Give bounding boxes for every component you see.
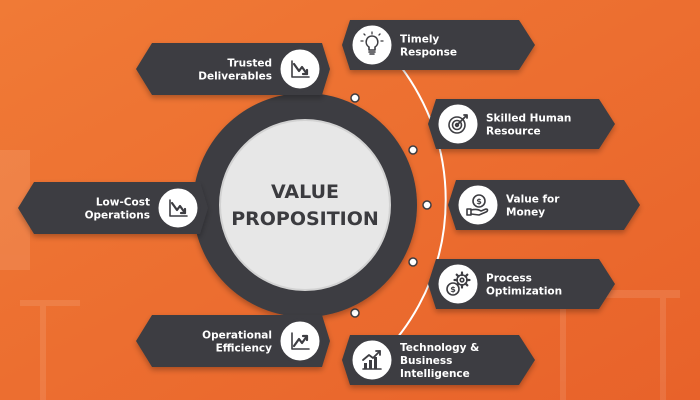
connector-dots bbox=[350, 93, 432, 318]
connector-dot bbox=[350, 93, 360, 103]
connector-dot bbox=[350, 308, 360, 318]
item-label-line: Process bbox=[486, 273, 532, 285]
target-icon bbox=[448, 114, 468, 134]
gear-dollar-icon: $ bbox=[446, 271, 471, 296]
connector-dot bbox=[408, 257, 418, 267]
item-label-line: Resource bbox=[486, 126, 541, 138]
item-label-line: Skilled Human bbox=[486, 113, 571, 125]
lightbulb-icon bbox=[360, 31, 384, 55]
item-label-line: Low-Cost bbox=[96, 197, 150, 209]
item-label-line: Operational bbox=[202, 330, 272, 342]
item-label-line: Money bbox=[506, 207, 545, 219]
growth-chart-icon bbox=[362, 350, 382, 370]
icon-badge bbox=[349, 22, 395, 68]
item-pill bbox=[136, 43, 330, 95]
center-title-line2: PROPOSITION bbox=[231, 208, 379, 230]
trend-down-icon bbox=[169, 199, 188, 217]
item-label-line: Deliverables bbox=[198, 71, 272, 83]
svg-text:$: $ bbox=[476, 197, 482, 206]
item-pill bbox=[136, 315, 330, 367]
item-label-line: Value for bbox=[506, 194, 560, 206]
item-label-line: Technology & bbox=[400, 342, 479, 354]
trend-up-icon bbox=[291, 332, 310, 350]
item-label-line: Intelligence bbox=[400, 368, 470, 380]
connector-dot bbox=[422, 200, 432, 210]
money-hand-icon: $ bbox=[466, 194, 489, 216]
item-label-line: Operations bbox=[85, 210, 150, 222]
item-label-line: Optimization bbox=[486, 286, 562, 298]
center-title-line1: VALUE bbox=[271, 181, 339, 203]
item-label-line: Business bbox=[400, 355, 452, 367]
svg-text:$: $ bbox=[450, 285, 456, 294]
connector-dot bbox=[408, 145, 418, 155]
item-label-line: Efficiency bbox=[216, 343, 273, 355]
trend-down-icon bbox=[291, 60, 310, 78]
item-label-line: Trusted bbox=[227, 58, 272, 70]
item-label-line: Timely bbox=[400, 34, 439, 46]
item-label-line: Response bbox=[400, 47, 457, 59]
center-hub: VALUE PROPOSITION bbox=[193, 93, 417, 317]
background-decor bbox=[0, 150, 680, 400]
